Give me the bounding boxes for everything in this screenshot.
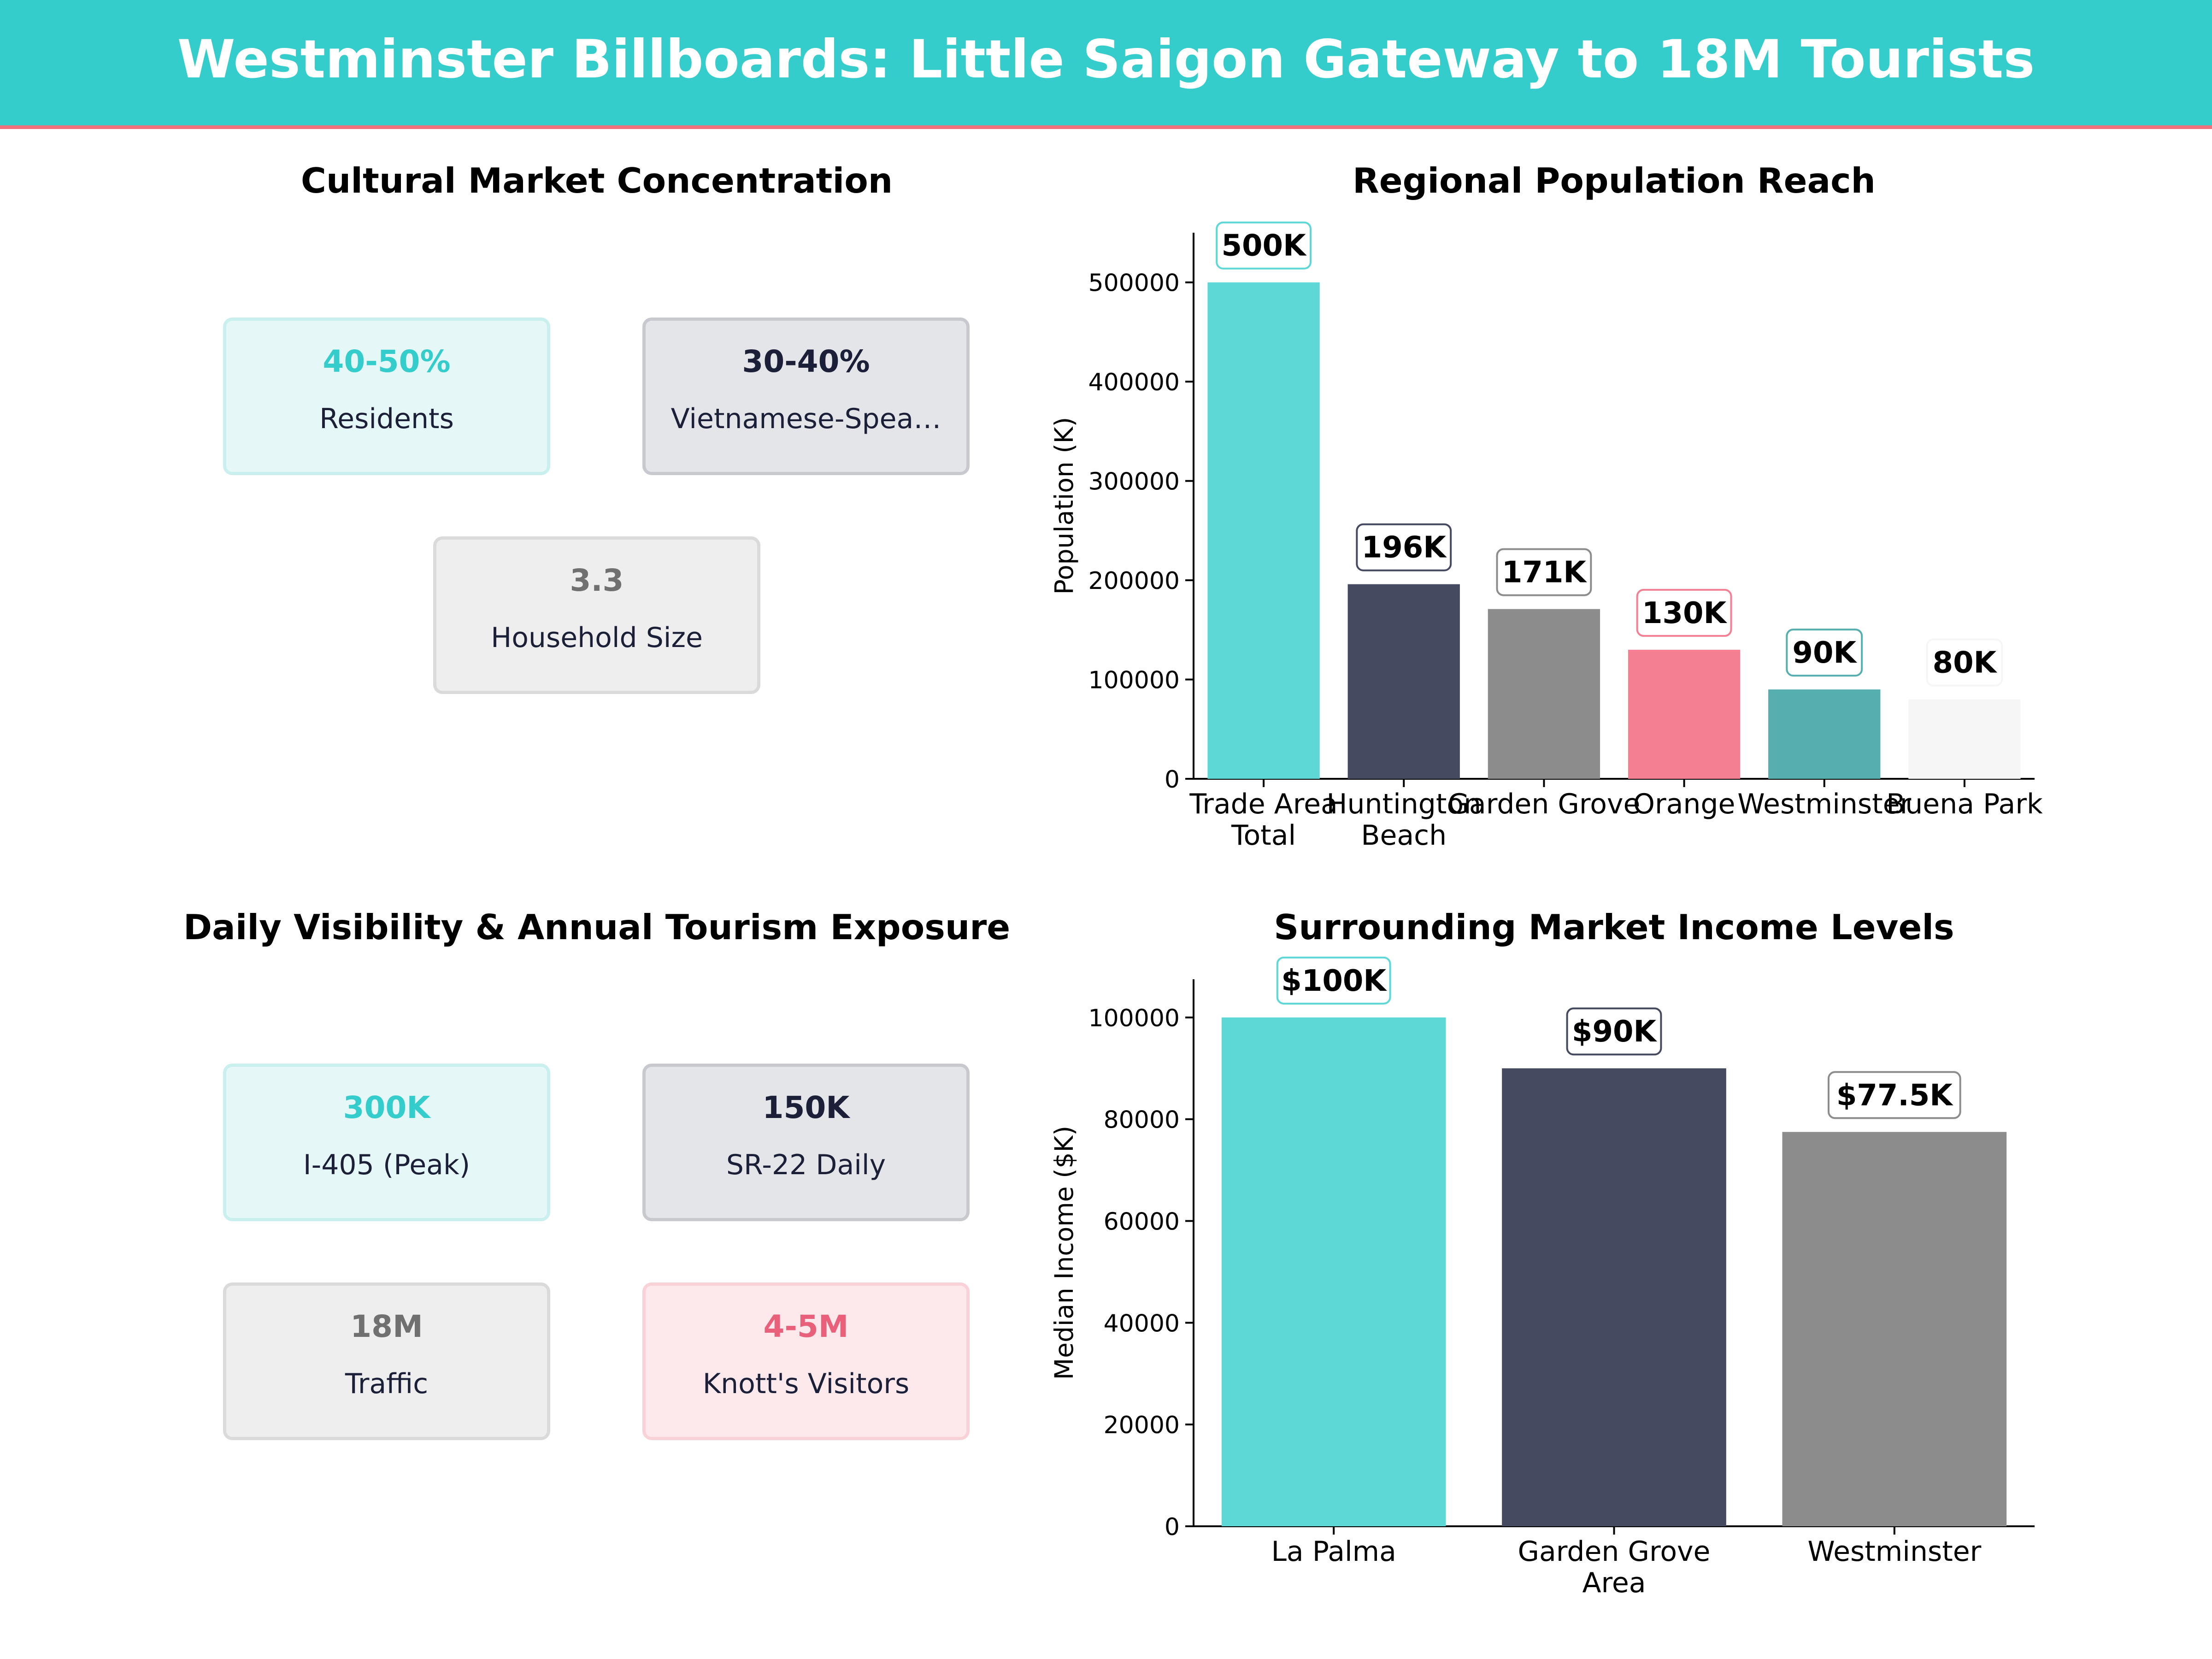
y-tick-label: 80000 [1104,1106,1180,1134]
bar-chart: Regional Population Reach Population (K) 0… [1049,160,2043,852]
bar [1488,609,1600,779]
y-tick-label: 500000 [1088,270,1180,297]
x-tick-label: Beach [1361,819,1447,852]
bar [1782,1132,2007,1526]
y-tick-label: 20000 [1104,1412,1180,1439]
data-label: 130K [1642,596,1728,630]
x-tick-label: Garden Grove [1518,1535,1711,1568]
bar [1221,1017,1446,1526]
y-tick-label: 300000 [1088,468,1180,496]
metric-card: 300K I-405 (Peak) [223,1064,550,1221]
x-tick-label: Buena Park [1886,788,2043,820]
data-label-box [1786,629,1863,677]
metric-card: 40-50% Residents [223,318,550,475]
x-tick-label: Garden Grove [1447,788,1640,820]
bar [1768,689,1881,779]
metric-label: Household Size [491,622,703,654]
x-tick-label: Westminster [1807,1535,1981,1568]
metric-card: 18M Traffic [223,1282,550,1440]
x-tick-label: Area [1582,1567,1646,1599]
y-axis-label: Population (K) [1049,417,1079,594]
data-label: $77.5K [1836,1078,1953,1112]
data-label: 90K [1792,636,1857,670]
metric-card: 150K SR-22 Daily [642,1064,970,1221]
x-tick-label: Trade Area [1189,788,1337,820]
data-label-box [1636,588,1732,637]
data-label: 196K [1362,531,1447,565]
data-label-box [1276,956,1391,1005]
metric-value: 18M [350,1309,423,1344]
data-label: $100K [1281,964,1387,998]
metric-label: Residents [319,403,454,435]
y-tick-label: 40000 [1104,1310,1180,1337]
data-label-box [1356,523,1452,571]
bar-chart: Surrounding Market Income Levels Median I… [1049,907,2035,1599]
metric-label: SR-22 Daily [726,1149,886,1181]
metric-value: 30-40% [742,344,870,379]
y-tick-label: 0 [1165,1513,1180,1541]
data-label-box [1216,221,1312,270]
x-tick-label: Total [1231,819,1296,852]
data-label-box [1827,1071,1961,1119]
data-label-box [1496,548,1592,596]
metric-value: 3.3 [570,563,624,598]
metric-card: 3.3 Household Size [433,536,760,694]
x-tick-label: La Palma [1271,1535,1396,1568]
cultural-panel-title: Cultural Market Concentration [300,160,893,201]
chart-title: Surrounding Market Income Levels [1274,907,1954,947]
data-label-box [1566,1007,1662,1056]
metric-value: 300K [343,1090,430,1125]
metric-value: 40-50% [323,344,451,379]
visibility-panel-title: Daily Visibility & Annual Tourism Exposu… [183,907,1011,947]
metric-label: Vietnamese-Spea… [671,403,941,435]
header-banner: Westminster Billboards: Little Saigon Ga… [0,0,2212,129]
bar [1207,282,1320,779]
metric-label: I-405 (Peak) [303,1149,471,1181]
y-axis-label: Median Income ($K) [1049,1126,1079,1380]
bar [1347,584,1460,779]
y-tick-label: 100000 [1088,667,1180,694]
x-tick-label: Orange [1633,788,1735,820]
x-tick-label: Huntington [1326,788,1481,820]
metric-label: Knott's Visitors [702,1368,910,1400]
y-tick-label: 400000 [1088,369,1180,396]
metric-value: 150K [762,1090,850,1125]
data-label: 171K [1502,556,1588,590]
bar [1502,1068,1726,1526]
y-tick-label: 100000 [1088,1005,1180,1032]
data-label: 80K [1933,646,1998,680]
bar [1908,699,2021,779]
metric-card: 30-40% Vietnamese-Spea… [642,318,970,475]
page-title: Westminster Billboards: Little Saigon Ga… [177,29,2035,90]
y-tick-label: 0 [1165,766,1180,794]
metric-card: 4-5M Knott's Visitors [642,1282,970,1440]
x-tick-label: Westminster [1737,788,1911,820]
metric-label: Traffic [345,1368,429,1400]
metric-value: 4-5M [763,1309,849,1344]
y-tick-label: 200000 [1088,567,1180,595]
y-tick-label: 60000 [1104,1208,1180,1235]
bar [1628,649,1741,779]
chart-title: Regional Population Reach [1353,160,1876,201]
data-label: $90K [1572,1015,1658,1049]
data-label: 500K [1221,229,1307,263]
data-label-box [1926,638,2003,687]
